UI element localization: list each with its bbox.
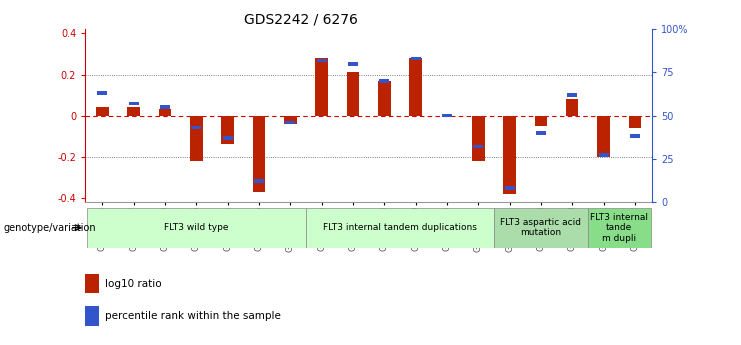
Text: FLT3 internal
tande
m dupli: FLT3 internal tande m dupli — [590, 213, 648, 243]
Bar — [85, 274, 99, 293]
Bar — [411, 57, 421, 60]
Bar — [160, 105, 170, 109]
Bar — [97, 91, 107, 95]
Bar — [566, 99, 579, 116]
Bar — [473, 145, 483, 148]
Text: log10 ratio: log10 ratio — [105, 279, 162, 288]
FancyBboxPatch shape — [588, 208, 651, 248]
Bar — [503, 116, 516, 194]
FancyBboxPatch shape — [87, 208, 306, 248]
Bar — [223, 136, 233, 140]
Bar — [409, 58, 422, 116]
Bar — [628, 116, 641, 128]
Bar — [597, 116, 610, 157]
Bar — [378, 81, 391, 116]
Bar — [567, 93, 577, 97]
Bar — [253, 116, 265, 191]
Bar — [284, 116, 296, 124]
Bar — [85, 306, 99, 326]
FancyBboxPatch shape — [494, 208, 588, 248]
Bar — [96, 107, 109, 116]
Bar — [190, 116, 202, 161]
FancyBboxPatch shape — [306, 208, 494, 248]
Bar — [347, 72, 359, 116]
Bar — [348, 62, 358, 66]
Bar — [129, 102, 139, 105]
Bar — [442, 114, 452, 117]
Bar — [472, 116, 485, 161]
Text: percentile rank within the sample: percentile rank within the sample — [105, 311, 281, 321]
Bar — [285, 121, 296, 124]
Text: FLT3 internal tandem duplications: FLT3 internal tandem duplications — [323, 223, 477, 232]
Bar — [536, 131, 546, 135]
Bar — [630, 135, 640, 138]
Bar — [222, 116, 234, 144]
Text: FLT3 wild type: FLT3 wild type — [165, 223, 229, 232]
Text: FLT3 aspartic acid
mutation: FLT3 aspartic acid mutation — [500, 218, 582, 237]
Text: GDS2242 / 6276: GDS2242 / 6276 — [244, 13, 358, 27]
Bar — [159, 109, 171, 116]
Bar — [599, 154, 608, 157]
Bar — [505, 186, 514, 190]
Bar — [316, 58, 328, 116]
Bar — [535, 116, 547, 126]
Bar — [316, 59, 327, 62]
Text: genotype/variation: genotype/variation — [4, 223, 96, 233]
Bar — [379, 79, 389, 83]
Bar — [127, 107, 140, 116]
Bar — [191, 126, 202, 129]
Bar — [254, 179, 264, 183]
